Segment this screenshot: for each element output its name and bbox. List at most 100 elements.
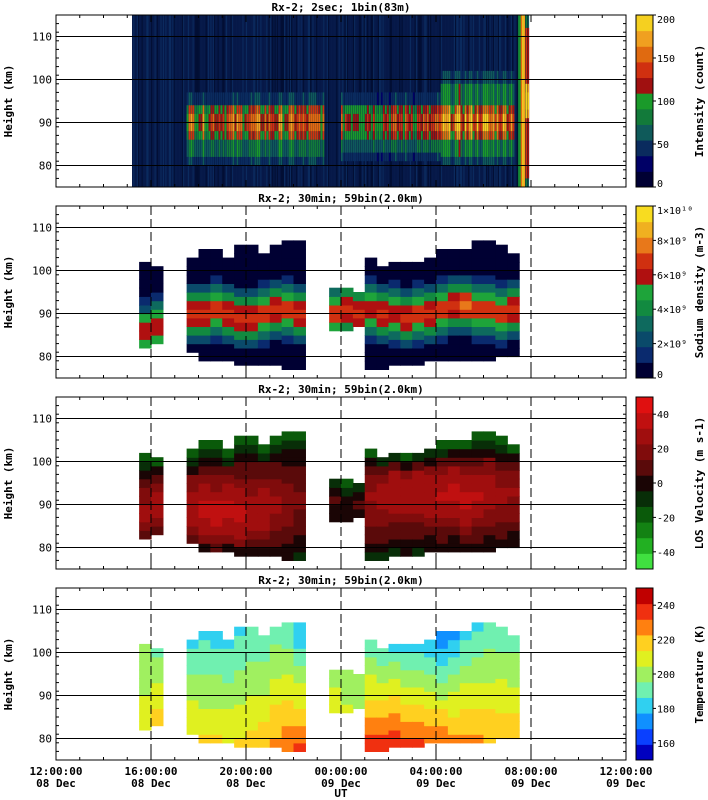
data-cell	[483, 292, 496, 302]
data-cell	[198, 448, 211, 458]
data-cell	[151, 699, 164, 709]
data-cell	[257, 652, 271, 662]
data-cell	[412, 686, 425, 697]
data-cell	[281, 360, 295, 370]
data-cell	[246, 322, 259, 332]
data-cell	[471, 508, 485, 518]
data-cell	[281, 742, 295, 752]
data-cell	[210, 474, 223, 484]
data-cell	[198, 465, 211, 475]
data-cell	[341, 487, 354, 497]
y-tick-label: 90	[39, 690, 52, 703]
data-cell	[388, 530, 401, 540]
data-cell	[257, 339, 271, 349]
data-cell	[436, 517, 449, 527]
y-tick-label: 90	[39, 308, 52, 321]
data-cell	[281, 343, 295, 353]
data-cell	[293, 326, 306, 336]
data-cell	[459, 448, 473, 458]
data-cell	[139, 704, 152, 714]
data-cell	[483, 534, 496, 544]
data-cell	[269, 444, 283, 454]
data-cell	[269, 547, 283, 557]
raw-streak	[136, 15, 139, 187]
data-cell	[507, 270, 520, 280]
panel-title: Rx-2; 30min; 59bin(2.0km)	[258, 383, 424, 396]
colorbar-swatch	[636, 428, 653, 445]
data-cell	[293, 717, 306, 727]
data-cell	[186, 317, 200, 327]
colorbar-tick-label: 100	[657, 97, 675, 108]
colorbar-tick-label: 1×10¹⁰	[657, 206, 693, 217]
raw-streak	[159, 15, 161, 187]
data-cell	[341, 686, 354, 697]
data-cell	[186, 448, 200, 458]
data-cell	[447, 483, 461, 493]
data-cell	[269, 635, 283, 645]
raw-streak	[162, 15, 165, 187]
data-cell	[186, 274, 200, 284]
data-cell	[507, 287, 520, 297]
data-cell	[495, 322, 508, 332]
colorbar-swatch	[636, 171, 653, 188]
data-cell	[139, 304, 152, 315]
data-cell	[459, 465, 473, 475]
data-cell	[376, 292, 390, 302]
data-cell	[186, 526, 200, 536]
data-cell	[210, 292, 223, 302]
raw-streak	[168, 15, 171, 187]
data-cell	[400, 356, 413, 366]
colorbar-swatch	[636, 46, 653, 63]
data-cell	[376, 326, 390, 336]
x-axis-label: UT	[334, 787, 348, 800]
data-cell	[341, 304, 354, 315]
data-cell	[459, 534, 473, 544]
data-cell	[234, 322, 247, 332]
raw-streak	[134, 15, 136, 187]
data-cell	[281, 474, 295, 484]
data-cell	[222, 725, 235, 735]
raw-streak	[392, 15, 394, 187]
data-cell	[376, 665, 390, 675]
data-cell	[281, 656, 295, 666]
data-cell	[459, 274, 473, 284]
y-tick-label: 90	[39, 117, 52, 130]
raw-streak	[301, 15, 304, 187]
data-cell	[246, 304, 259, 315]
data-cell	[483, 326, 496, 336]
data-cell	[281, 240, 295, 250]
data-cell	[471, 674, 485, 684]
data-cell	[412, 296, 425, 306]
data-cell	[424, 699, 437, 709]
data-cell	[257, 270, 271, 280]
data-cell	[210, 699, 223, 709]
data-cell	[436, 682, 449, 692]
data-cell	[388, 738, 401, 748]
data-cell	[186, 725, 200, 735]
data-cell	[269, 729, 283, 740]
data-cell	[269, 661, 283, 671]
data-cell	[234, 444, 247, 454]
data-cell	[412, 330, 425, 340]
data-cell	[281, 335, 295, 345]
data-cell	[151, 674, 164, 684]
data-cell	[198, 656, 211, 666]
data-cell	[483, 631, 496, 641]
data-cell	[507, 635, 520, 645]
data-cell	[246, 530, 259, 540]
plot-area	[139, 622, 520, 752]
data-cell	[269, 470, 283, 480]
data-cell	[281, 551, 295, 561]
data-cell	[471, 631, 485, 641]
data-cell	[281, 517, 295, 527]
data-cell	[151, 335, 164, 345]
data-cell	[257, 695, 271, 705]
data-cell	[424, 526, 437, 536]
data-cell	[436, 274, 449, 284]
data-cell	[293, 674, 306, 684]
data-cell	[400, 313, 413, 323]
data-cell	[495, 347, 508, 358]
data-cell	[281, 300, 295, 310]
colorbar-swatch	[636, 634, 653, 652]
data-cell	[364, 283, 378, 293]
